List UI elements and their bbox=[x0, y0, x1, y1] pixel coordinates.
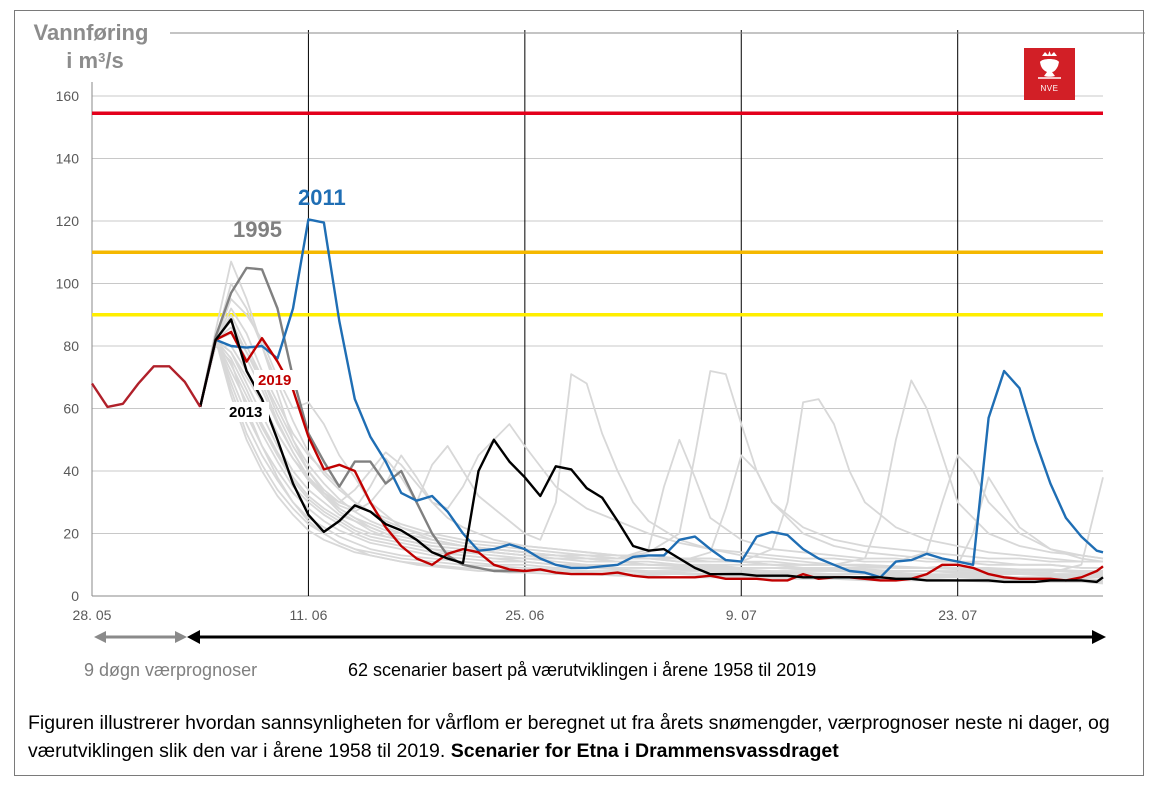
y-axis-label-unit-end: /s bbox=[105, 48, 124, 73]
annotation-bg bbox=[225, 402, 269, 422]
annotation-label-1995: 1995 bbox=[233, 217, 282, 242]
historical-series bbox=[90, 218, 1104, 584]
scenario-line bbox=[199, 338, 1103, 575]
y-tick-label: 80 bbox=[63, 338, 79, 354]
y-axis-label-sup: 3 bbox=[98, 50, 106, 65]
forecast-arrow-head-left bbox=[94, 631, 106, 643]
scenario-line bbox=[199, 338, 1104, 582]
x-tick-label: 9. 07 bbox=[726, 607, 757, 623]
y-axis-label-unit: i m bbox=[66, 48, 99, 73]
y-axis-label-line2: i m3/s bbox=[50, 48, 140, 74]
x-tick-label: 11. 06 bbox=[289, 607, 327, 623]
scenario-arrow-head-left bbox=[187, 630, 200, 644]
y-tick-label: 60 bbox=[63, 401, 79, 417]
scenario-line bbox=[199, 282, 1103, 572]
scenario-line bbox=[199, 338, 1104, 574]
annotations: 2011 1995 2019 2013 bbox=[225, 185, 346, 422]
caption-text: Figuren illustrerer hvordan sannsynlighe… bbox=[28, 712, 1110, 762]
scenario-range-label: 62 scenarier basert på værutviklingen i … bbox=[348, 660, 817, 680]
x-tick-label: 25. 06 bbox=[505, 607, 544, 623]
x-tick-label: 23. 07 bbox=[938, 607, 977, 623]
nve-logo: NVE bbox=[1024, 48, 1075, 100]
forecast-arrow-head-right bbox=[175, 631, 187, 643]
annotation-label-2013: 2013 bbox=[229, 404, 262, 421]
scenario-line bbox=[199, 307, 1103, 563]
scenario-arrow-head-right bbox=[1092, 630, 1106, 644]
threshold-lines bbox=[92, 111, 1103, 317]
axis-ticks: 0 20 40 60 80 100 120 140 160 28. 05 11. 06 25. 06 9… bbox=[56, 88, 978, 623]
figure-frame bbox=[14, 10, 1144, 776]
nve-lion-crest-icon bbox=[1038, 51, 1061, 79]
scenario-line bbox=[199, 338, 1103, 563]
scenario-line bbox=[199, 338, 1103, 579]
series-line-2011 bbox=[199, 218, 1104, 579]
caption-bold: Scenarier for Etna i Drammensvassdraget bbox=[450, 740, 839, 762]
scenario-series bbox=[199, 260, 1104, 585]
figure-caption: Figuren illustrerer hvordan sannsynlighe… bbox=[28, 709, 1128, 765]
y-tick-label: 40 bbox=[63, 463, 79, 479]
forecast-line bbox=[90, 365, 202, 409]
y-tick-label: 160 bbox=[56, 88, 80, 104]
y-tick-label: 20 bbox=[63, 526, 79, 542]
y-tick-label: 120 bbox=[56, 213, 80, 229]
y-tick-label: 0 bbox=[71, 588, 79, 604]
annotation-label-2019: 2019 bbox=[258, 372, 291, 389]
series-line-2019 bbox=[199, 330, 1104, 582]
annotation-label-2011: 2011 bbox=[298, 185, 346, 210]
scenario-line bbox=[199, 338, 1104, 583]
y-axis-label-line1: Vannføring bbox=[33, 20, 149, 45]
series-line-2013 bbox=[199, 318, 1104, 584]
series-line-1995 bbox=[199, 266, 525, 573]
logo-text: NVE bbox=[1040, 84, 1059, 93]
scenario-line bbox=[199, 338, 1104, 569]
x-tick-label: 28. 05 bbox=[73, 607, 112, 623]
y-tick-label: 100 bbox=[56, 276, 80, 292]
forecast-range-label: 9 døgn værprognoser bbox=[84, 660, 258, 680]
y-tick-label: 140 bbox=[56, 151, 80, 167]
annotation-bg bbox=[254, 370, 298, 390]
range-arrows bbox=[94, 630, 1106, 644]
